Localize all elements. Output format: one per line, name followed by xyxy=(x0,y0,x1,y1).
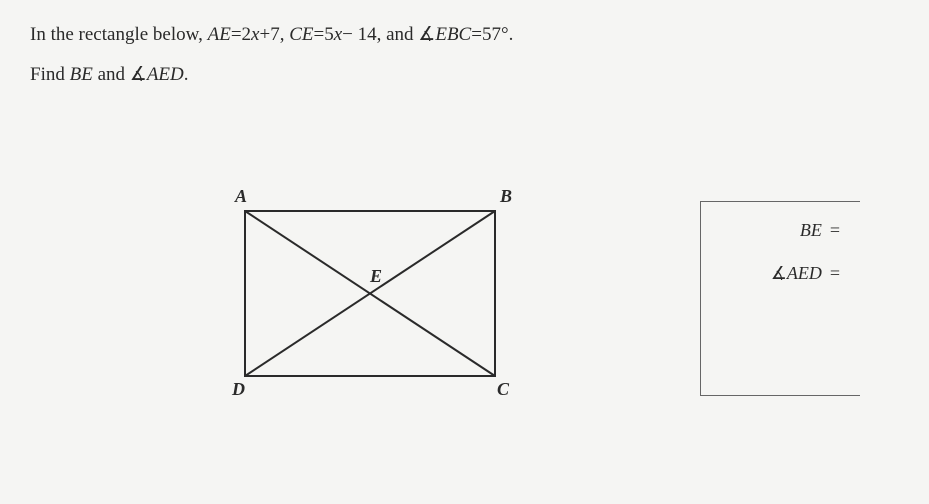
period1: . xyxy=(509,24,514,45)
label-c: C xyxy=(497,379,509,400)
be-var: BE xyxy=(70,64,93,85)
text-prefix: In the rectangle below, xyxy=(30,24,208,45)
ce-var: CE xyxy=(289,24,313,45)
ebc-val: 57° xyxy=(482,24,509,45)
ebc-var: EBC xyxy=(435,24,471,45)
rectangle-diagram: A B C D E xyxy=(235,191,525,396)
find-prefix: Find xyxy=(30,64,70,85)
period2: . xyxy=(184,64,189,85)
label-b: B xyxy=(500,186,512,207)
comma1: , xyxy=(280,24,290,45)
label-d: D xyxy=(232,379,245,400)
aed-var: AED xyxy=(147,64,184,85)
content-area: A B C D E BE = ∡AED = xyxy=(30,191,899,396)
and-text: and xyxy=(93,64,130,85)
aed-answer-label: AED xyxy=(787,263,822,284)
be-answer-label: BE xyxy=(800,220,822,241)
equals-1: = xyxy=(830,220,840,241)
angle3: ∡ xyxy=(771,263,787,284)
answer-box: BE = ∡AED = xyxy=(700,201,860,396)
eq2: = xyxy=(313,24,324,45)
equals-2: = xyxy=(830,263,840,284)
answer-row-be: BE = xyxy=(736,220,840,241)
ce-expr: 5x− 14 xyxy=(324,24,376,45)
label-a: A xyxy=(235,186,247,207)
ae-expr: 2x+7 xyxy=(242,24,280,45)
eq1: = xyxy=(231,24,242,45)
problem-line-2: Find BE and ∡AED. xyxy=(30,60,899,90)
problem-line-1: In the rectangle below, AE=2x+7, CE=5x− … xyxy=(30,20,899,50)
eq3: = xyxy=(471,24,482,45)
comma2: , and xyxy=(377,24,419,45)
answer-row-aed: ∡AED = xyxy=(736,263,840,284)
label-e: E xyxy=(370,266,382,287)
angle1: ∡ xyxy=(418,24,435,45)
angle2: ∡ xyxy=(130,64,147,85)
ae-var: AE xyxy=(208,24,231,45)
rectangle-svg xyxy=(235,191,515,391)
